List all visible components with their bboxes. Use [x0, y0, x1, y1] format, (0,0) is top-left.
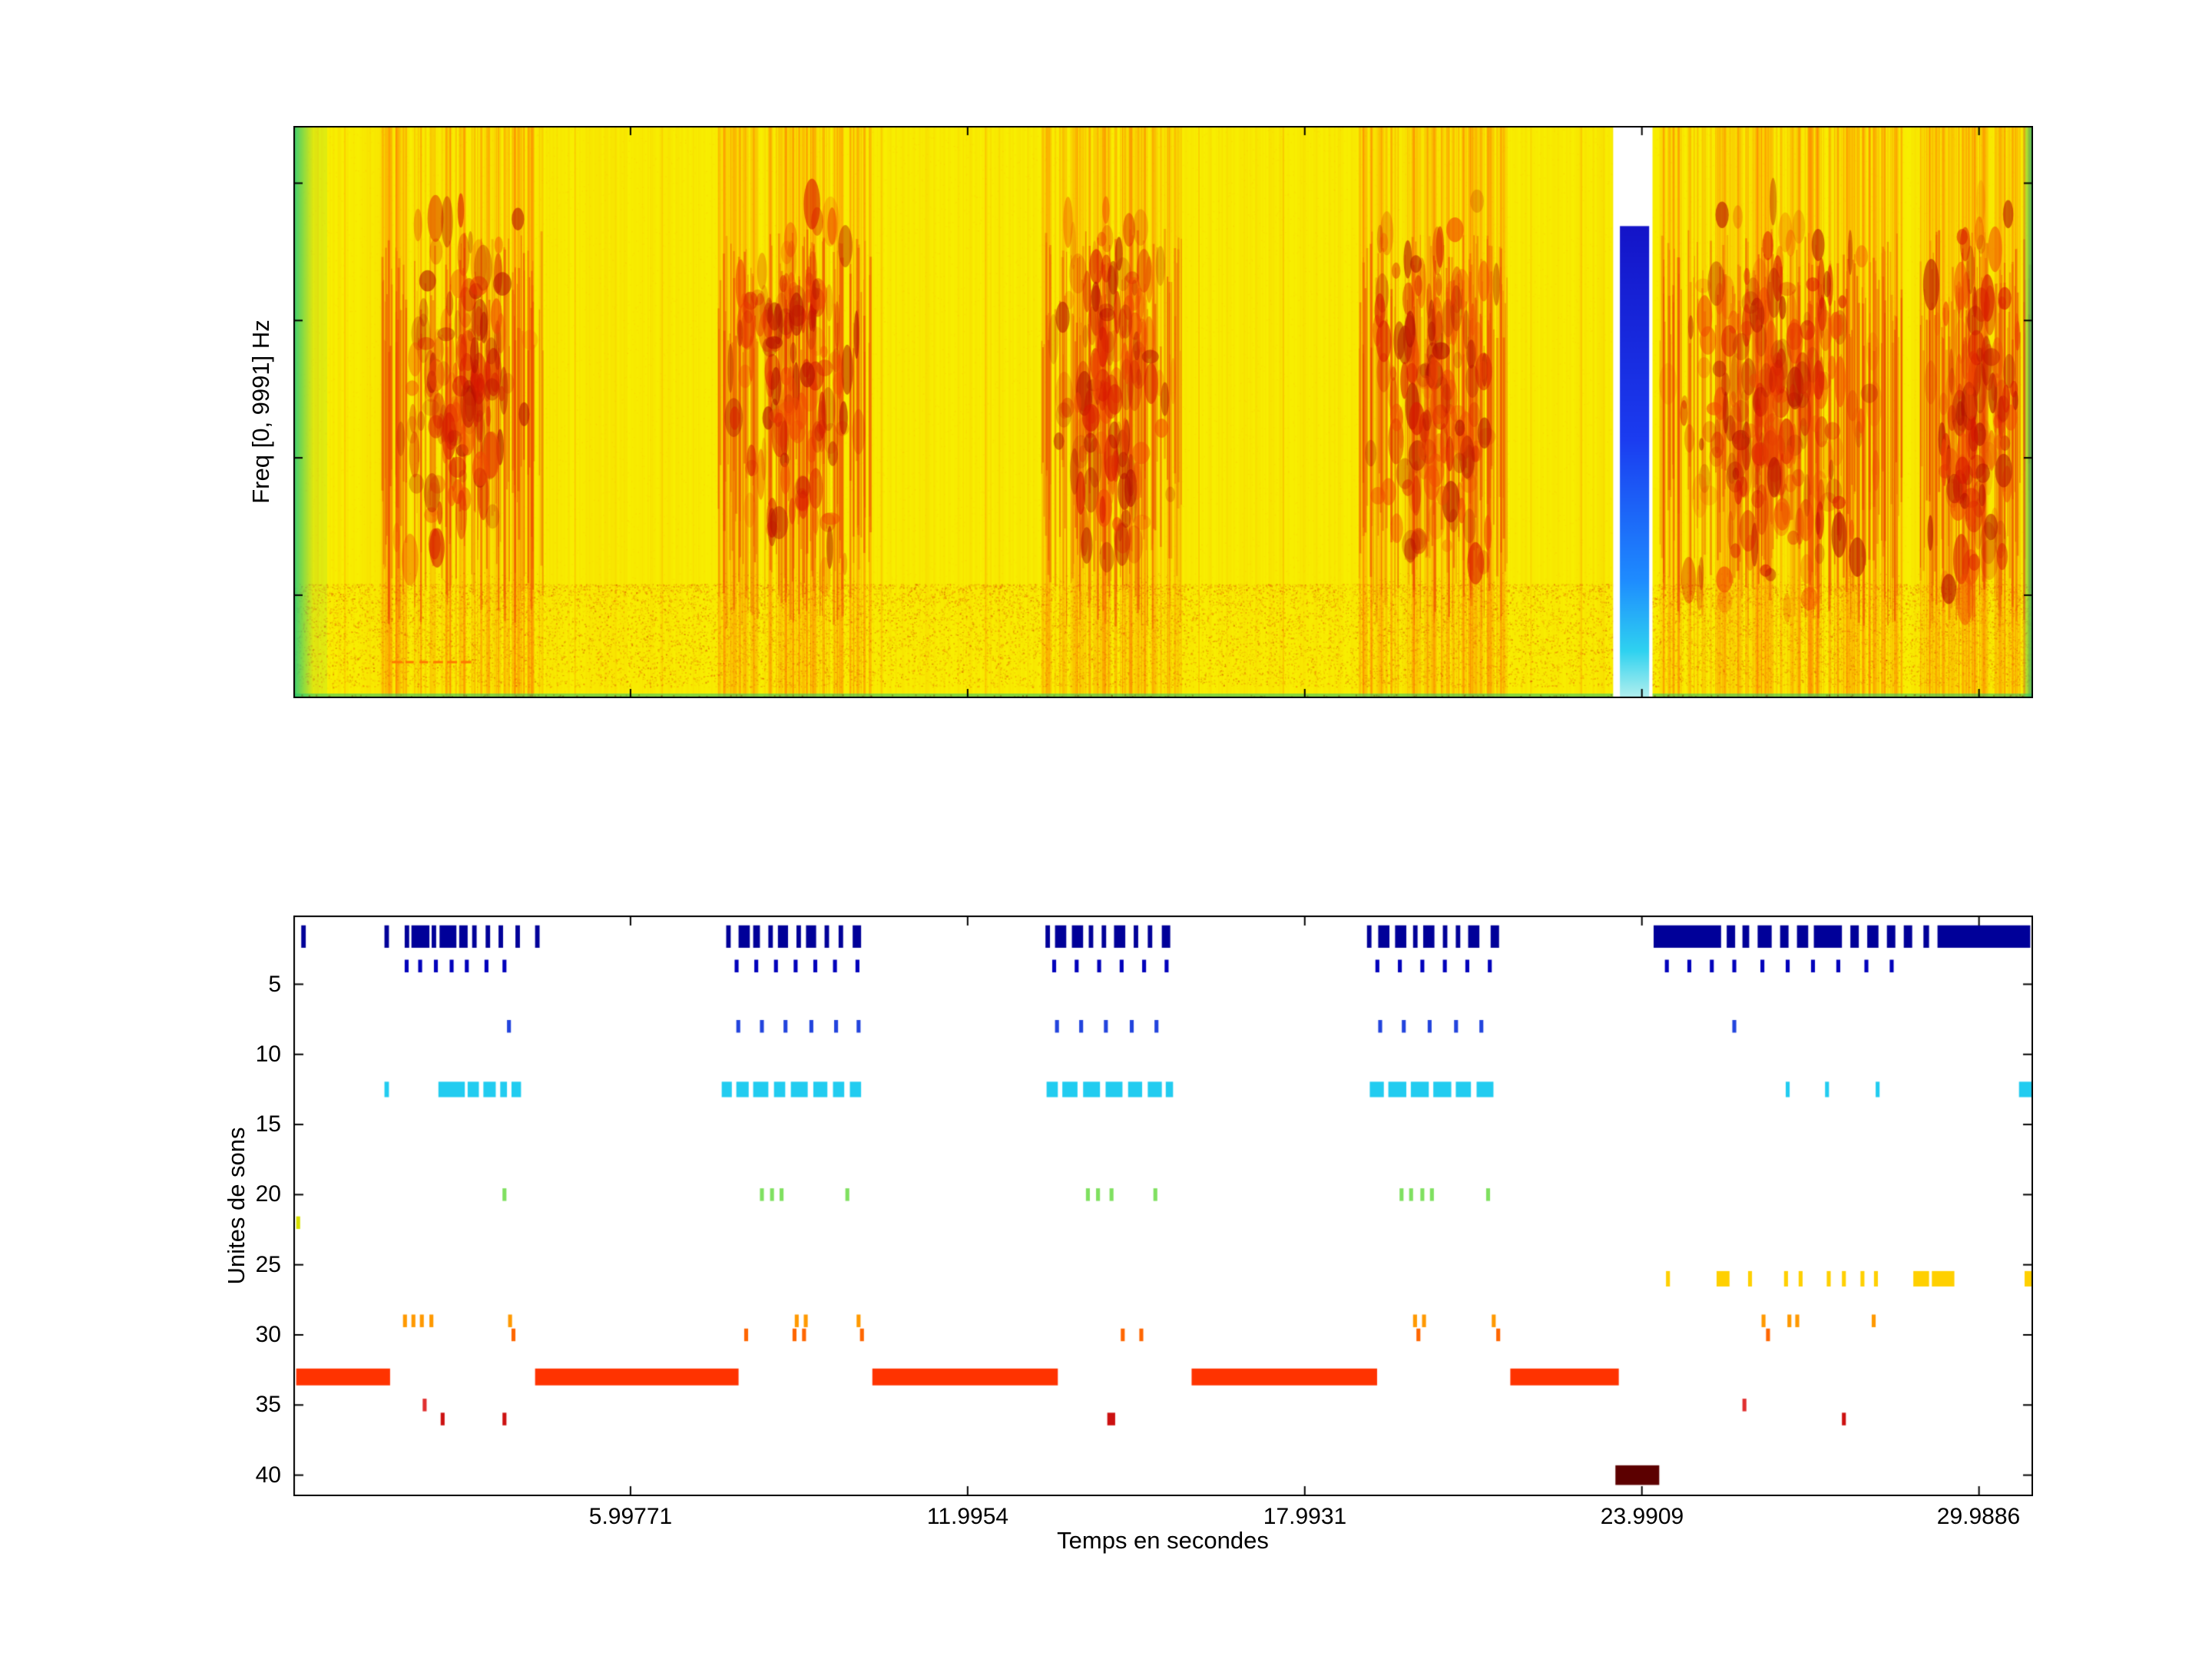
y-tick-label: 20: [255, 1181, 281, 1207]
x-tick-label: 29.9886: [1936, 1504, 2021, 1529]
y-tick-label: 10: [255, 1041, 281, 1067]
raster-plot: [293, 916, 2033, 1496]
x-tick-label: 5.99771: [588, 1504, 673, 1529]
y-tick-label: 30: [255, 1322, 281, 1347]
y-tick-label: 5: [268, 972, 281, 997]
raster-xlabel: Temps en secondes: [1057, 1527, 1269, 1554]
x-tick-label: 17.9931: [1263, 1504, 1347, 1529]
spectrogram-plot: [293, 126, 2033, 698]
y-tick-label: 35: [255, 1392, 281, 1417]
raster-image: [293, 916, 2033, 1496]
x-tick-label: 23.9909: [1600, 1504, 1684, 1529]
y-tick-label: 40: [255, 1462, 281, 1488]
y-tick-label: 25: [255, 1252, 281, 1277]
spectrogram-ylabel: Freq [0, 9991] Hz: [247, 320, 274, 504]
y-tick-label: 15: [255, 1111, 281, 1137]
spectrogram-image: [293, 126, 2033, 698]
x-tick-label: 11.9954: [926, 1504, 1009, 1529]
